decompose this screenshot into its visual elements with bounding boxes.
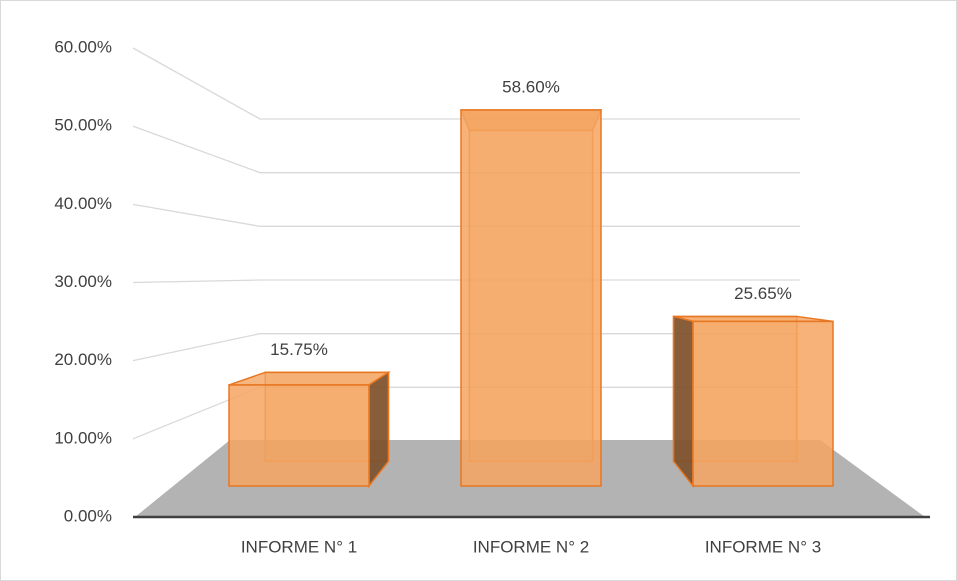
x-tick-label: INFORME N° 2 bbox=[473, 537, 589, 556]
value-label: 25.65% bbox=[734, 284, 792, 303]
grid-line bbox=[132, 125, 800, 174]
y-tick-label: 60.00% bbox=[54, 37, 112, 56]
grid-line bbox=[132, 203, 800, 227]
bar bbox=[228, 384, 370, 487]
y-tick-label: 20.00% bbox=[54, 350, 112, 369]
y-tick-label: 50.00% bbox=[54, 116, 112, 135]
grid-line bbox=[132, 47, 800, 120]
x-tick-label: INFORME N° 1 bbox=[241, 537, 357, 556]
grid-line bbox=[132, 279, 800, 284]
grid-line bbox=[132, 333, 800, 362]
value-label: 15.75% bbox=[270, 340, 328, 359]
bar bbox=[692, 320, 834, 487]
y-tick-label: 30.00% bbox=[54, 272, 112, 291]
value-label: 58.60% bbox=[502, 77, 560, 96]
y-tick-label: 10.00% bbox=[54, 428, 112, 447]
bar bbox=[460, 109, 602, 487]
y-tick-label: 40.00% bbox=[54, 194, 112, 213]
x-tick-label: INFORME N° 3 bbox=[705, 537, 821, 556]
bar-side bbox=[672, 315, 694, 489]
y-tick-label: 0.00% bbox=[64, 506, 112, 525]
